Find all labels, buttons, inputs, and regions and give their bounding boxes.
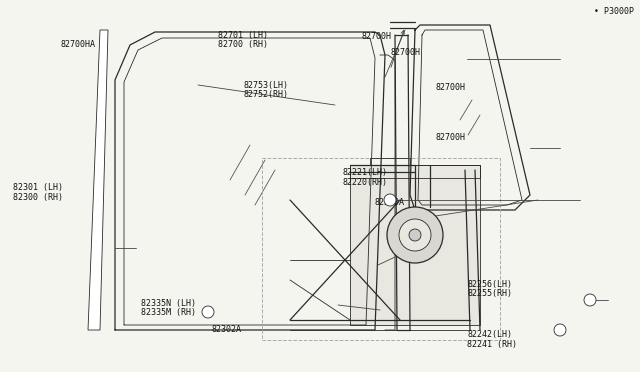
Text: 82221(LH): 82221(LH) <box>342 169 387 177</box>
Text: 82700 (RH): 82700 (RH) <box>218 40 268 49</box>
Bar <box>350 165 480 325</box>
Circle shape <box>387 207 443 263</box>
Text: 82700HA: 82700HA <box>61 40 96 49</box>
Text: 82700H: 82700H <box>362 32 392 41</box>
Text: 82335M (RH): 82335M (RH) <box>141 308 196 317</box>
Text: 82753(LH): 82753(LH) <box>243 81 288 90</box>
Text: 82700H: 82700H <box>435 83 465 92</box>
Circle shape <box>202 306 214 318</box>
Circle shape <box>384 194 396 206</box>
Text: 82301 (LH): 82301 (LH) <box>13 183 63 192</box>
Polygon shape <box>88 30 108 330</box>
Text: 82241 (RH): 82241 (RH) <box>467 340 517 349</box>
Text: 82300 (RH): 82300 (RH) <box>13 193 63 202</box>
Text: 82302A: 82302A <box>212 325 242 334</box>
Text: 82255(RH): 82255(RH) <box>467 289 512 298</box>
Text: 82700H: 82700H <box>390 48 420 57</box>
Circle shape <box>409 229 421 241</box>
Text: 82335N (LH): 82335N (LH) <box>141 299 196 308</box>
Text: 82220(RH): 82220(RH) <box>342 178 387 187</box>
Circle shape <box>554 324 566 336</box>
Text: 82701 (LH): 82701 (LH) <box>218 31 268 40</box>
Text: 82256(LH): 82256(LH) <box>467 280 512 289</box>
Text: • P3000P: • P3000P <box>594 7 634 16</box>
Text: 82300A: 82300A <box>374 198 404 207</box>
Text: 82700H: 82700H <box>435 133 465 142</box>
Text: 82752(RH): 82752(RH) <box>243 90 288 99</box>
Circle shape <box>399 219 431 251</box>
Circle shape <box>584 294 596 306</box>
Text: 82242(LH): 82242(LH) <box>467 330 512 339</box>
